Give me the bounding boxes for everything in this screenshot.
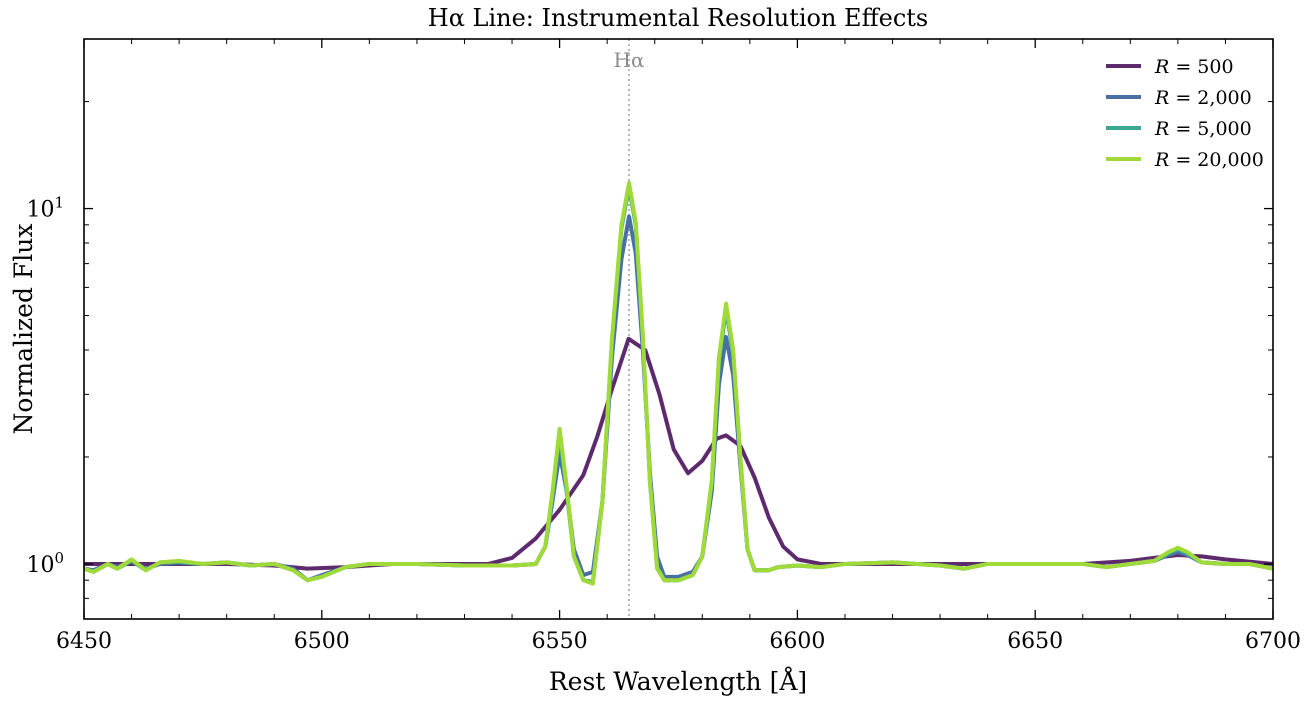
y-axis-label: Normalized Flux — [9, 224, 38, 435]
x-tick-label-4: 6650 — [1007, 629, 1063, 654]
plot-frame — [83, 38, 1274, 620]
x-tick-label-2: 6550 — [532, 629, 588, 654]
x-tick-label-0: 6450 — [56, 629, 112, 654]
chart-title: Hα Line: Instrumental Resolution Effects — [428, 4, 928, 32]
series-line-1 — [84, 336, 1273, 571]
x-tick-label-5: 6700 — [1245, 629, 1301, 654]
legend-label-3: R = 5,000 — [1154, 118, 1252, 140]
x-tick-label-3: 6600 — [769, 629, 825, 654]
plot-layer: Hα — [84, 39, 1273, 619]
y-tick-label-0: 100 — [26, 549, 64, 578]
series-line-2 — [84, 214, 1273, 583]
y-tick-label-1: 101 — [26, 194, 64, 223]
series-line-3 — [84, 184, 1273, 584]
legend-label-1: R = 500 — [1154, 56, 1234, 78]
ticks-layer: 6450 6500 6550 6600 6650 6700 100 101 — [26, 38, 1301, 654]
halpha-reference-label: Hα — [614, 48, 645, 72]
legend: R = 500 R = 2,000 R = 5,000 R = 20,000 — [1106, 56, 1264, 171]
x-axis-label: Rest Wavelength [Å] — [549, 666, 807, 696]
series-line-4 — [84, 181, 1273, 586]
x-tick-label-1: 6500 — [294, 629, 350, 654]
legend-label-4: R = 20,000 — [1154, 149, 1264, 171]
series-group — [84, 181, 1273, 586]
legend-label-2: R = 2,000 — [1154, 87, 1252, 109]
